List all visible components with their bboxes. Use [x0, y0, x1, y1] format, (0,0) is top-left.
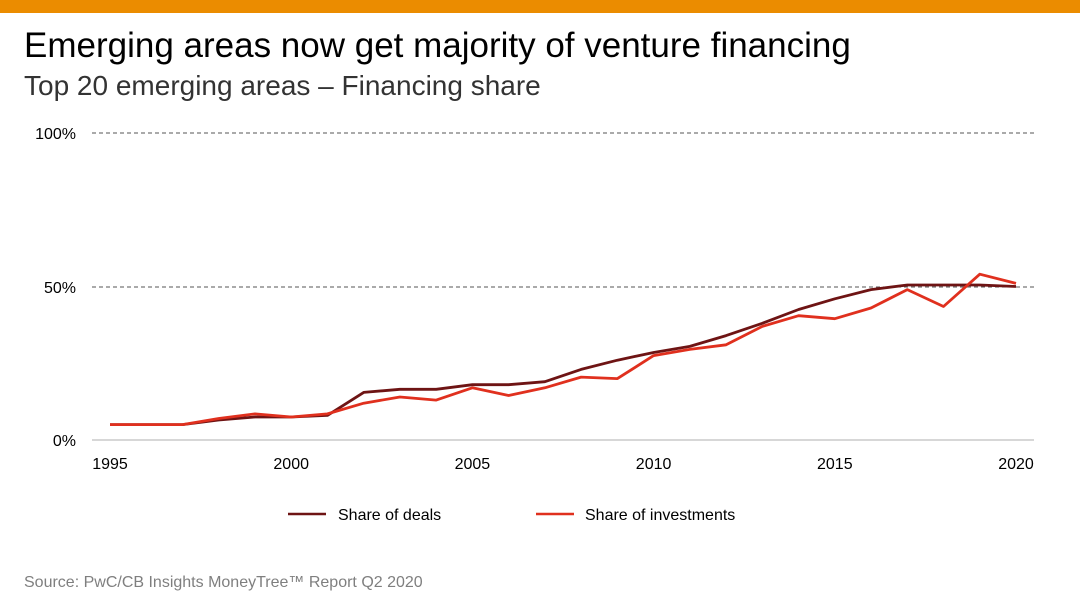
x-axis-ticks: 1995 2000 2005 2010 2015 2020: [92, 456, 1034, 473]
y-axis-ticks: 0% 50% 100%: [35, 126, 76, 450]
top-accent-bar: [0, 0, 1080, 13]
chart-title: Emerging areas now get majority of ventu…: [24, 26, 851, 65]
series-line-share-of-deals: [110, 283, 1017, 427]
series-lines: [110, 272, 1017, 427]
chart-subtitle: Top 20 emerging areas – Financing share: [24, 70, 541, 101]
legend-label-share-of-deals: Share of deals: [338, 507, 441, 524]
series-line-share-of-investments: [110, 272, 1017, 427]
gridlines: [92, 132, 1034, 441]
x-tick-1995: 1995: [92, 456, 128, 473]
line-chart: 0% 50% 100% 1995 2000 2005 2010 2015 2020 Sha…: [35, 126, 1034, 524]
y-tick-0: 0%: [53, 433, 76, 450]
x-tick-2005: 2005: [455, 456, 491, 473]
x-tick-2000: 2000: [273, 456, 309, 473]
legend: Share of deals Share of investments: [288, 507, 735, 524]
x-tick-2020: 2020: [998, 456, 1034, 473]
x-tick-2015: 2015: [817, 456, 853, 473]
legend-label-share-of-investments: Share of investments: [585, 507, 735, 524]
source-note: Source: PwC/CB Insights MoneyTree™ Repor…: [24, 574, 423, 591]
y-tick-100: 100%: [35, 126, 76, 143]
y-tick-50: 50%: [44, 280, 76, 297]
x-tick-2010: 2010: [636, 456, 672, 473]
